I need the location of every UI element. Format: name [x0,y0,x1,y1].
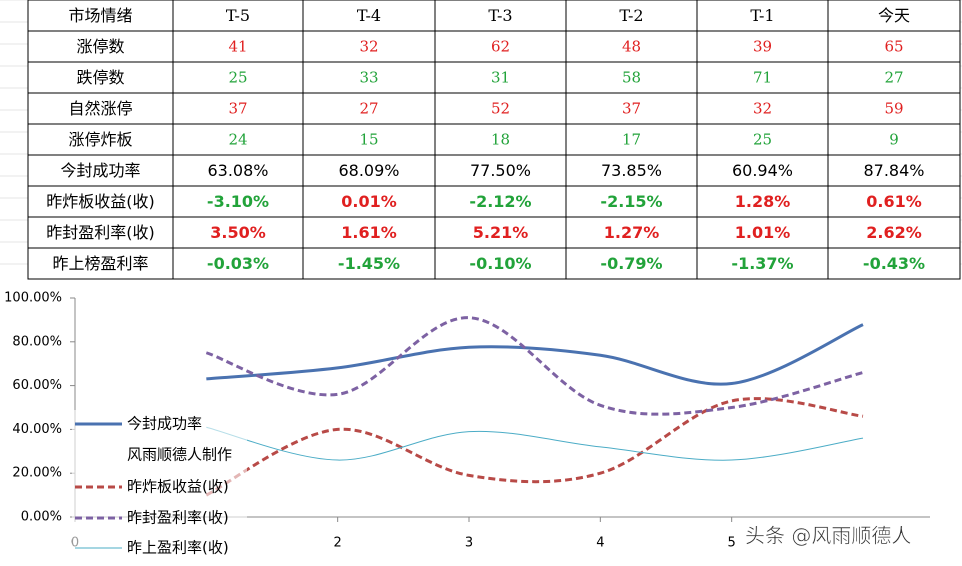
table-cell: 15 [359,131,378,149]
table-bg [27,0,961,280]
annotation: 风雨顺德人制作 [127,446,232,464]
table-cell: 31 [491,69,510,87]
y-tick-label: 20.00% [12,466,62,481]
table-cell: 1.61% [341,223,397,242]
table-cell: 1.28% [735,192,791,211]
legend-label: 昨封盈利率(收) [127,509,229,527]
y-tick-label: 40.00% [12,422,62,437]
table-cell: 27 [884,69,903,87]
table-cell: 32 [753,100,772,118]
header-cell: 市场情绪 [68,6,132,25]
table-cell: -0.43% [863,254,925,273]
header-cell: T-4 [357,6,381,25]
series-line [205,316,864,416]
legend-label: 今封成功率 [127,415,202,433]
table-cell: 65 [884,38,903,56]
y-tick-label: 0.00% [21,510,62,525]
x-tick-label: 3 [465,536,473,551]
table-cell: 59 [884,100,903,118]
table-cell: 87.84% [863,161,924,180]
legend-label: 昨炸板收益(收) [127,478,229,496]
table-cell: 32 [359,38,378,56]
row-label: 昨炸板收益(收) [46,192,155,211]
series-line [206,323,864,386]
table-cell: 1.27% [604,223,660,242]
table-cell: 3.50% [210,223,266,242]
series-line [205,397,864,497]
table-cell: 18 [491,131,510,149]
table-cell: 25 [228,69,247,87]
row-label: 自然涨停 [68,99,132,118]
table-cell: 62 [491,38,510,56]
table-cell: 60.94% [732,161,793,180]
table-cell: 63.08% [207,161,268,180]
table-cell: -2.12% [469,192,531,211]
table-cell: -3.10% [207,192,269,211]
row-label: 跌停数 [76,68,124,87]
row-label: 涨停炸板 [68,130,132,149]
table-cell: 73.85% [601,161,662,180]
header-cell: T-3 [488,6,512,25]
header-cell: 今天 [878,6,910,25]
x-tick-label: 2 [334,536,342,551]
table-cell: -2.15% [600,192,662,211]
table-cell: 17 [622,131,641,149]
table-cell: 27 [359,100,378,118]
table-cell: -0.03% [207,254,269,273]
table-cell: 68.09% [338,161,399,180]
table-cell: 39 [753,38,772,56]
table-cell: 25 [753,131,772,149]
table-cell: 2.62% [866,223,922,242]
table-cell: 5.21% [473,223,529,242]
legend-label: 昨上盈利率(收) [127,539,229,557]
table-cell: 52 [491,100,510,118]
row-label: 昨上榜盈利率 [52,254,148,273]
row-label: 涨停数 [76,37,124,56]
header-cell: T-5 [226,6,250,25]
series-line [206,426,864,461]
table-cell: 0.61% [866,192,922,211]
x-tick-label: 5 [728,536,736,551]
table-cell: 33 [359,69,378,87]
y-tick-label: 60.00% [12,378,62,393]
y-tick-label: 100.00% [4,291,62,306]
table-cell: 71 [753,69,772,87]
y-tick-label: 80.00% [12,334,62,349]
table-cell: 24 [228,131,247,149]
header-cell: T-2 [619,6,643,25]
table-cell: -1.37% [731,254,793,273]
table-cell: 48 [622,38,641,56]
table-cell: 9 [889,131,899,149]
table-cell: 41 [228,38,247,56]
header-cell: T-1 [750,6,774,25]
table-cell: -1.45% [338,254,400,273]
table-cell: 58 [622,69,641,87]
table-cell: 77.50% [470,161,531,180]
table-cell: 1.01% [735,223,791,242]
table-cell: 37 [622,100,641,118]
table-cell: -0.79% [600,254,662,273]
row-label: 昨封盈利率(收) [46,223,155,242]
table-cell: -0.10% [469,254,531,273]
watermark: 头条 @风雨顺德人 [745,524,911,548]
row-label: 今封成功率 [60,161,140,180]
table-cell: 0.01% [341,192,397,211]
table-cell: 37 [228,100,247,118]
x-tick-label: 4 [596,536,604,551]
